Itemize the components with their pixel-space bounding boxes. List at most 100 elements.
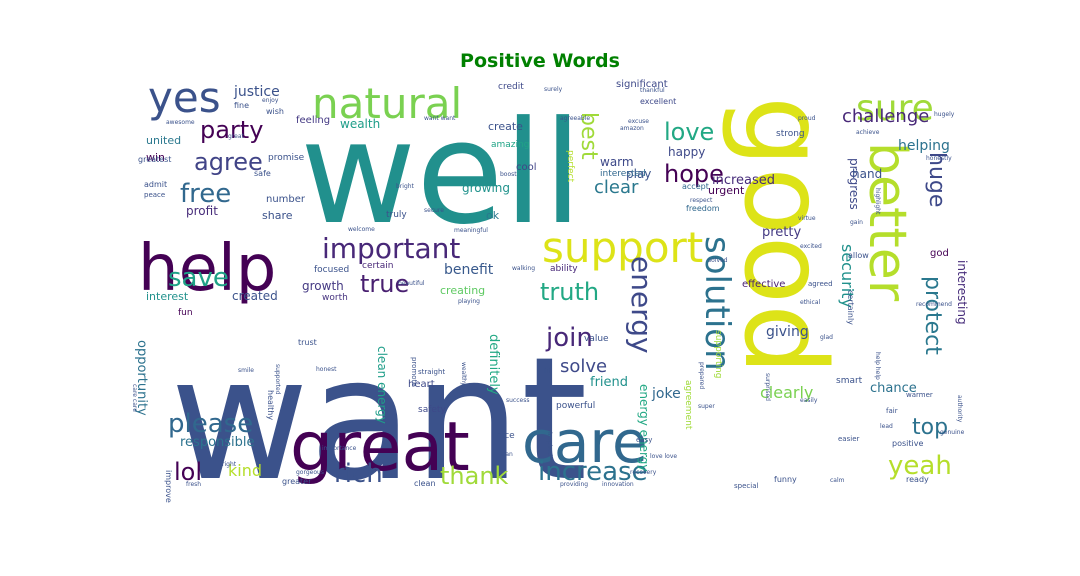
word-24: agree: [194, 148, 263, 176]
word-175: ethical: [800, 299, 820, 306]
word-129: glad: [820, 334, 833, 341]
word-164: gorgeous: [296, 469, 324, 476]
word-172: hugely: [934, 111, 955, 118]
word-103: greatest: [138, 155, 171, 164]
word-120: fit: [544, 367, 551, 375]
word-26: hope: [664, 160, 724, 188]
word-149: playing: [458, 298, 480, 305]
word-94: heart: [408, 379, 435, 390]
word-168: right: [222, 461, 237, 468]
word-8: natural: [312, 79, 462, 128]
word-38: joke: [651, 386, 681, 402]
word-47: giving: [766, 324, 809, 340]
word-148: meaningful: [454, 227, 488, 234]
word-91: accept: [682, 182, 709, 191]
word-170: smile: [238, 367, 254, 374]
word-28: protect: [920, 276, 945, 355]
word-100: promise: [268, 153, 305, 163]
word-0: want: [170, 321, 588, 519]
word-33: true: [360, 270, 409, 298]
word-9: yes: [148, 73, 221, 122]
word-87: excellent: [640, 97, 676, 106]
word-58: warm: [600, 155, 634, 169]
word-109: certainly: [846, 290, 855, 325]
word-51: increased: [712, 173, 775, 188]
word-70: energy energy: [637, 384, 651, 471]
word-125: welcome: [348, 226, 375, 233]
word-2: good: [719, 96, 849, 375]
word-64: share: [262, 209, 293, 222]
word-147: secure: [424, 207, 444, 214]
word-117: easier: [838, 435, 859, 443]
word-31: top: [912, 415, 948, 440]
word-40: responsible: [180, 435, 255, 450]
word-60: happy: [668, 145, 705, 159]
word-86: significant: [616, 79, 668, 90]
word-45: growing: [462, 181, 510, 195]
word-146: respect: [690, 197, 713, 204]
word-156: help help: [874, 352, 881, 380]
word-81: focused: [314, 265, 349, 275]
word-96: powerful: [556, 401, 595, 411]
word-18: truth: [540, 278, 599, 306]
word-85: credit: [498, 82, 524, 92]
word-115: ready: [906, 475, 929, 484]
word-144: enjoy: [262, 97, 279, 104]
word-11: solution: [697, 236, 737, 371]
word-112: trust: [298, 338, 317, 347]
word-107: supporting: [713, 330, 723, 378]
word-46: benefit: [444, 262, 494, 278]
word-105: fine: [234, 101, 249, 110]
word-76: cool: [516, 162, 537, 173]
word-159: awesome: [166, 119, 195, 126]
word-54: growth: [302, 279, 344, 293]
word-122: greater: [282, 477, 312, 486]
word-13: energy: [625, 256, 658, 354]
word-152: providing: [560, 481, 588, 488]
word-83: worth: [322, 293, 348, 303]
word-102: peace: [144, 191, 165, 199]
word-79: ok: [486, 209, 500, 222]
word-161: want want: [424, 115, 456, 122]
word-108: agreement: [683, 380, 693, 430]
word-21: save: [168, 263, 229, 293]
word-20: join: [545, 323, 593, 353]
word-57: friend: [590, 375, 628, 390]
word-84: fun: [178, 308, 193, 318]
word-162: amazon: [620, 125, 644, 132]
word-106: wish: [266, 107, 284, 116]
word-23: party: [200, 116, 263, 144]
word-3: great: [290, 408, 470, 487]
word-32: solve: [560, 356, 607, 377]
word-29: best: [576, 112, 601, 160]
word-158: highlight: [874, 188, 881, 215]
word-121: clean: [414, 479, 436, 488]
word-98: agreed: [808, 280, 833, 288]
word-14: increase: [538, 457, 648, 487]
word-150: recovery: [630, 469, 657, 476]
word-30: lol: [174, 458, 202, 486]
word-113: funny: [774, 475, 797, 484]
word-153: innovation: [602, 481, 634, 488]
word-128: easy: [636, 436, 652, 444]
word-123: straight: [418, 368, 445, 376]
word-82: certain: [362, 261, 393, 271]
word-75: amazing: [491, 140, 529, 150]
word-173: thankful: [640, 87, 665, 94]
word-116: positive: [892, 439, 923, 448]
word-10: important: [322, 232, 460, 265]
word-56: pretty: [762, 225, 802, 240]
word-142: surely: [544, 86, 563, 93]
word-110: healthy: [266, 390, 275, 420]
word-133: excited: [800, 243, 822, 250]
word-167: great: [228, 133, 245, 140]
word-163: walking: [512, 265, 535, 272]
word-180: genuine: [940, 429, 965, 436]
word-154: inspired: [546, 432, 553, 456]
word-97: nice: [496, 431, 515, 441]
word-157: solved: [708, 257, 728, 264]
word-104: safe: [254, 169, 271, 178]
word-92: allow: [848, 251, 869, 260]
word-171: success: [506, 397, 529, 404]
word-49: definitely: [486, 334, 501, 395]
